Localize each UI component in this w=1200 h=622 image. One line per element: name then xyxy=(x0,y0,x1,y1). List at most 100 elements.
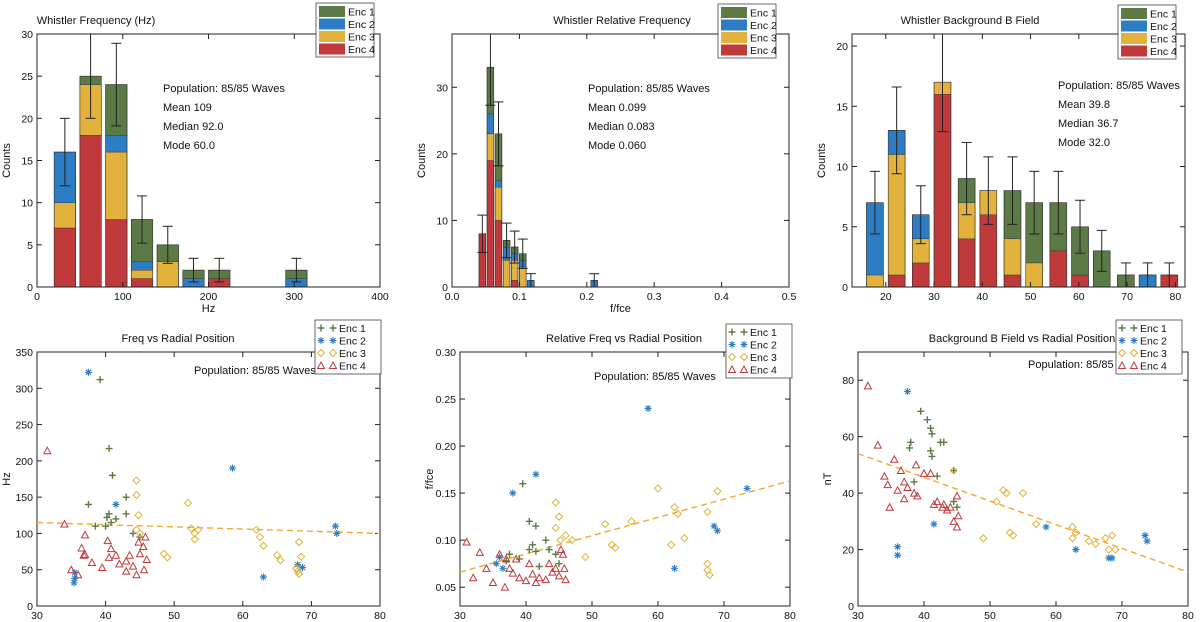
plot-frame xyxy=(459,351,791,607)
point-enc4 xyxy=(501,554,511,563)
point-enc3 xyxy=(132,490,141,500)
chart-title: Whistler Relative Frequency xyxy=(553,15,691,27)
legend-marker-enc3 xyxy=(727,352,737,362)
point-enc2 xyxy=(713,527,721,535)
point-enc3 xyxy=(296,552,306,561)
point-enc1 xyxy=(555,560,563,568)
point-enc4 xyxy=(952,522,962,531)
legend-label-enc2: Enc 2 xyxy=(750,340,777,352)
y-tick-label: 20 xyxy=(21,113,33,125)
x-tick-label: 80 xyxy=(784,610,796,622)
point-enc3 xyxy=(600,519,610,529)
bar-segment-enc4 xyxy=(979,214,997,288)
point-enc2 xyxy=(259,573,267,581)
y-axis-label: Counts xyxy=(816,143,828,178)
legend-label-enc3: Enc 3 xyxy=(750,33,777,45)
point-enc3 xyxy=(292,564,301,573)
point-enc3 xyxy=(1071,528,1081,537)
legend-swatch-enc2 xyxy=(721,19,747,31)
bar-segment-enc4 xyxy=(53,227,76,288)
stats-line: Mode 32.0 xyxy=(1058,137,1110,149)
legend-swatch-enc3 xyxy=(721,32,747,43)
x-tick-label: 70 xyxy=(1116,610,1128,622)
x-tick-label: 50 xyxy=(984,610,996,622)
point-enc1 xyxy=(928,452,936,460)
bar-segment-enc3 xyxy=(105,151,128,220)
point-enc3 xyxy=(979,534,988,543)
point-enc4 xyxy=(60,519,69,528)
point-enc3 xyxy=(252,525,261,535)
point-enc4 xyxy=(106,544,116,553)
point-enc2 xyxy=(1141,531,1149,539)
point-enc3 xyxy=(293,566,302,576)
point-enc1 xyxy=(84,500,92,508)
legend-marker-enc3 xyxy=(1129,348,1139,358)
legend-label-enc3: Enc 3 xyxy=(1140,348,1167,360)
point-enc4 xyxy=(87,557,97,566)
y-tick-label: 0.05 xyxy=(436,582,457,594)
point-enc4 xyxy=(77,543,86,552)
legend-marker-enc1 xyxy=(1118,324,1126,332)
legend-marker-enc1 xyxy=(329,324,337,332)
stats-line: Population: 85/85 Waves xyxy=(163,83,285,95)
legend-box xyxy=(1115,319,1183,375)
stats-line: Population: 85/85 Waves xyxy=(194,365,316,377)
point-enc2 xyxy=(509,489,517,497)
legend-marker-enc4 xyxy=(727,364,737,373)
point-enc4 xyxy=(135,549,145,558)
x-tick-label: 200 xyxy=(200,291,218,303)
point-enc4 xyxy=(111,550,121,559)
bar-segment-enc4 xyxy=(131,278,153,288)
point-enc4 xyxy=(953,511,963,520)
point-enc4 xyxy=(558,549,568,558)
x-tick-label: 0.4 xyxy=(714,291,729,303)
point-enc3 xyxy=(272,550,282,560)
y-tick-label: 0.30 xyxy=(436,347,457,359)
point-enc3 xyxy=(554,512,564,521)
point-enc3 xyxy=(1018,488,1028,498)
stats-line: Population: 85/85 Waves xyxy=(588,83,710,95)
legend-label-enc2: Enc 2 xyxy=(339,336,366,348)
point-enc2 xyxy=(671,564,678,572)
legend-swatch-enc3 xyxy=(319,31,345,42)
bar-segment-enc2 xyxy=(486,113,494,135)
stats-line: Population: 85/85 Waves xyxy=(1058,80,1180,92)
point-enc1 xyxy=(917,407,925,415)
x-tick-label: 40 xyxy=(520,610,532,622)
point-enc1 xyxy=(923,416,931,424)
point-enc2 xyxy=(710,522,718,530)
stats-line: Mean 39.8 xyxy=(1058,99,1110,111)
legend-swatch-enc1 xyxy=(721,7,747,18)
bar-segment-enc4 xyxy=(1071,274,1089,288)
point-enc2 xyxy=(84,368,92,376)
point-enc4 xyxy=(142,554,152,564)
legend-label-enc4: Enc 4 xyxy=(339,361,366,373)
y-tick-label: 0.10 xyxy=(436,535,457,547)
bar-segment-enc3 xyxy=(1025,262,1043,288)
point-enc4 xyxy=(138,541,148,550)
point-enc1 xyxy=(910,478,918,486)
point-enc4 xyxy=(929,499,939,508)
point-enc4 xyxy=(903,482,912,491)
x-tick-label: 30 xyxy=(852,610,864,622)
stats-line: Mode 0.060 xyxy=(588,140,646,152)
point-enc1 xyxy=(122,510,130,518)
point-enc1 xyxy=(102,522,110,530)
point-enc4 xyxy=(468,573,478,582)
point-enc4 xyxy=(121,556,131,565)
y-tick-label: 0 xyxy=(842,282,848,294)
y-tick-label: 30 xyxy=(21,29,33,41)
legend-marker-enc1 xyxy=(1130,324,1138,332)
hist-freq: 0 100 200 300 400 0 5 10 15 20 25 30 Hz Counts Whistle… xyxy=(1,2,389,315)
y-tick-label: 0 xyxy=(848,601,854,613)
plot-frame xyxy=(451,33,790,288)
point-enc1 xyxy=(532,522,540,530)
point-enc3 xyxy=(1031,519,1041,529)
y-tick-label: 300 xyxy=(15,383,33,395)
point-enc3 xyxy=(134,511,143,520)
x-tick-label: 40 xyxy=(918,610,930,622)
y-tick-label: 15 xyxy=(21,156,33,168)
point-enc4 xyxy=(909,488,919,497)
point-enc1 xyxy=(940,438,948,446)
legend-label-enc1: Enc 1 xyxy=(750,327,777,339)
